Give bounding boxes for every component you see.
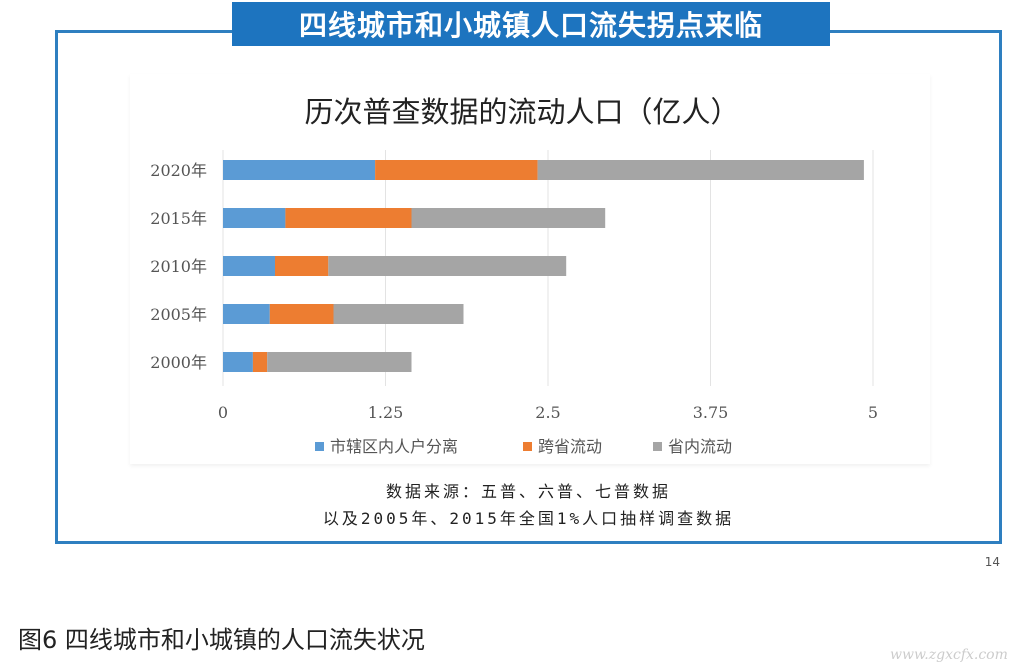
x-tick-label: 5 xyxy=(868,403,878,422)
bar-segment xyxy=(252,352,268,372)
bar-segment xyxy=(275,256,329,276)
x-tick-label: 2.5 xyxy=(535,403,560,422)
figure-caption: 图6 四线城市和小城镇的人口流失状况 xyxy=(18,626,425,654)
page-number: 14 xyxy=(984,555,1000,569)
bar-segment xyxy=(269,304,334,324)
x-tick-label: 0 xyxy=(218,403,228,422)
bar-segment xyxy=(223,160,376,180)
stacked-bar-chart: 历次普查数据的流动人口（亿人） 2020年 2015年 2010年 2005年 2000… xyxy=(150,95,878,456)
legend-label: 省内流动 xyxy=(668,437,732,456)
y-category-label: 2015年 xyxy=(150,209,207,228)
legend-swatch xyxy=(315,442,324,451)
bar-segment xyxy=(328,256,567,276)
bar-segment xyxy=(267,352,412,372)
bar-segment xyxy=(537,160,864,180)
source-note-line2: 以及2005年、2015年全国1%人口抽样调查数据 xyxy=(322,509,735,528)
source-note-line1: 数据来源：五普、六普、七普数据 xyxy=(385,482,671,501)
legend-swatch xyxy=(653,442,662,451)
bar-segment xyxy=(411,208,606,228)
chart-container: 历次普查数据的流动人口（亿人） 2020年 2015年 2010年 2005年 2000… xyxy=(130,74,930,464)
x-tick-label: 1.25 xyxy=(368,403,404,422)
y-category-label: 2000年 xyxy=(150,353,207,372)
bar-segment xyxy=(223,352,253,372)
y-category-label: 2010年 xyxy=(150,257,207,276)
legend-swatch xyxy=(523,442,532,451)
legend-label: 市辖区内人户分离 xyxy=(330,437,458,456)
y-category-label: 2005年 xyxy=(150,305,207,324)
watermark: www.zgxcfx.com xyxy=(890,647,1008,663)
bar-segment xyxy=(223,256,275,276)
y-category-label: 2020年 xyxy=(150,161,207,180)
x-tick-label: 3.75 xyxy=(693,403,729,422)
legend-label: 跨省流动 xyxy=(538,437,602,456)
bar-segment xyxy=(285,208,412,228)
bar-segment xyxy=(223,208,286,228)
bar-segment xyxy=(375,160,538,180)
bar-segment xyxy=(223,304,270,324)
slide-banner-title: 四线城市和小城镇人口流失拐点来临 xyxy=(232,2,830,46)
chart-title: 历次普查数据的流动人口（亿人） xyxy=(304,95,739,129)
bar-segment xyxy=(333,304,464,324)
